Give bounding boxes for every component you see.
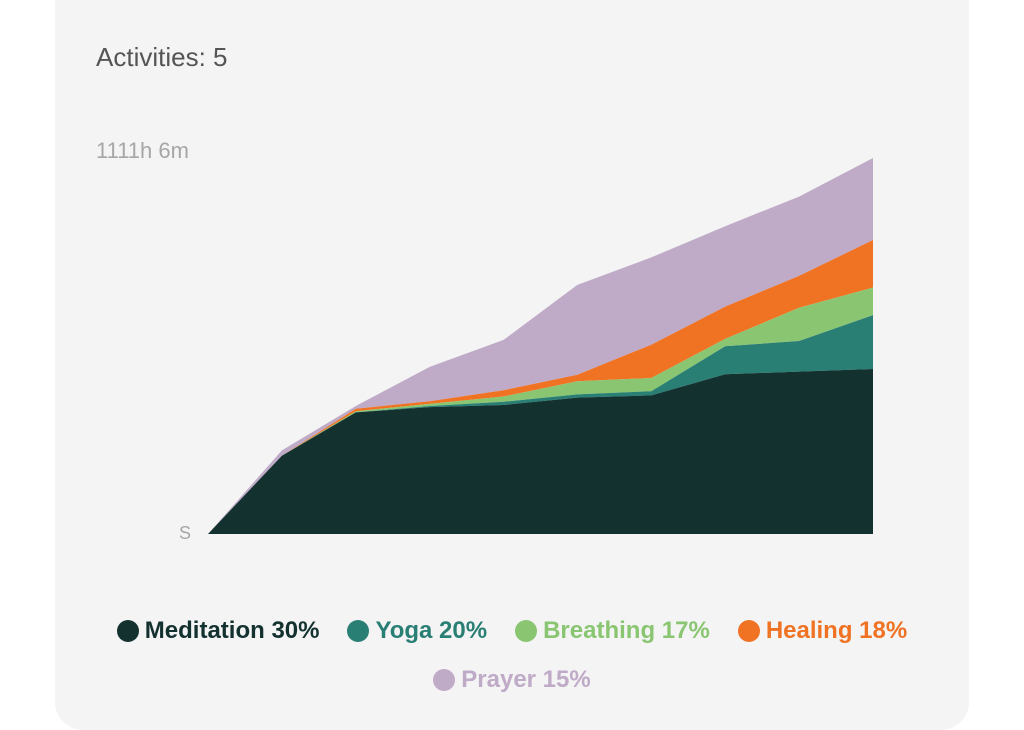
stacked-area-chart (208, 158, 873, 534)
legend-label: Breathing 17% (543, 617, 710, 644)
legend-item-healing: Healing 18% (737, 617, 908, 645)
legend-item-prayer: Prayer 15% (433, 666, 591, 694)
legend-label: Yoga 20% (375, 617, 488, 644)
area-series-healing (208, 240, 873, 534)
legend-label: Healing 18% (765, 617, 908, 644)
activities-count: Activities: 5 (96, 42, 228, 72)
legend-dot-icon (347, 620, 370, 642)
area-series-meditation (208, 369, 873, 534)
y-axis-max-label: 1111h 6m (96, 138, 189, 163)
area-series-breathing (208, 287, 873, 534)
area-series-prayer (208, 158, 873, 534)
legend-dot-icon (515, 620, 538, 642)
legend-dot-icon (737, 620, 760, 642)
y-axis-min-label: S (179, 523, 192, 543)
legend-row-2: Prayer 15% (0, 666, 1024, 694)
legend-dot-icon (433, 669, 456, 691)
legend-item-meditation: Meditation 30% (116, 617, 320, 645)
area-series-yoga (208, 315, 873, 534)
legend-label: Prayer 15% (461, 666, 591, 693)
legend-label: Meditation 30% (144, 617, 320, 644)
legend-item-breathing: Breathing 17% (515, 617, 710, 645)
legend-row-1: Meditation 30% Yoga 20% Breathing 17% Heali… (0, 617, 1024, 645)
legend-item-yoga: Yoga 20% (347, 617, 487, 645)
legend-dot-icon (116, 620, 139, 642)
